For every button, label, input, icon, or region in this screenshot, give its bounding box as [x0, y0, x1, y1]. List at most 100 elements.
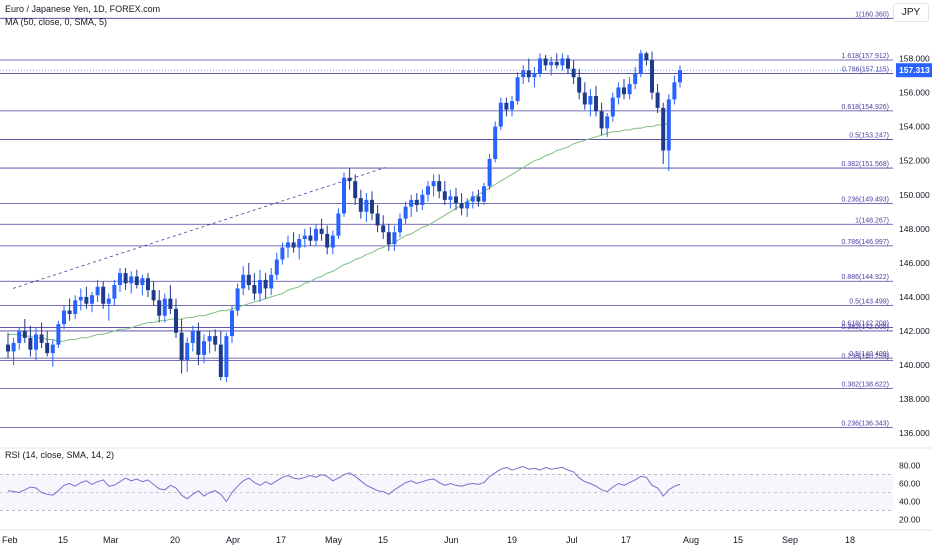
candle — [437, 174, 442, 199]
candle — [106, 293, 111, 321]
candle — [258, 269, 262, 303]
candle-body — [90, 295, 94, 304]
candle-body — [610, 97, 615, 117]
candle — [622, 78, 626, 100]
candle-body — [554, 61, 559, 66]
candle-body — [274, 259, 279, 275]
candle — [314, 223, 318, 246]
moving-average-layer — [8, 122, 669, 342]
candle-body — [566, 58, 570, 69]
candle — [274, 252, 279, 280]
candle — [364, 193, 369, 222]
x-tick-label: Mar — [103, 535, 119, 545]
candle-body — [28, 337, 33, 350]
rsi-line — [7, 465, 681, 503]
price-tick-label: 146.000 — [899, 258, 930, 268]
fib-label: 0.382(142.005) — [842, 324, 889, 331]
candle-body — [577, 77, 582, 93]
candle — [414, 193, 419, 212]
candle — [347, 167, 352, 190]
candle — [381, 215, 386, 240]
candle — [515, 72, 520, 105]
candle — [224, 332, 229, 383]
candle-body — [22, 331, 27, 338]
candle-body — [498, 102, 503, 127]
last-price-label: 157.313 — [899, 65, 930, 75]
candle-body — [678, 70, 682, 83]
x-tick-label: Apr — [226, 535, 240, 545]
candle — [644, 51, 649, 66]
fib-label: 0.786(146.997) — [842, 239, 889, 246]
candle-body — [291, 242, 296, 248]
candle-body — [549, 61, 554, 66]
candle — [84, 286, 89, 309]
candle — [482, 182, 486, 205]
candle-body — [465, 201, 470, 209]
candle-body — [375, 213, 380, 226]
candle-body — [202, 341, 206, 355]
price-tick-label: 148.000 — [899, 224, 930, 234]
fib-label: 0.382(151.568) — [842, 161, 889, 168]
candle-body — [588, 95, 593, 105]
candle — [190, 325, 195, 352]
rsi-legend: RSI (14, close, SMA, 14, 2) — [5, 450, 115, 460]
candle — [73, 295, 78, 320]
candle — [661, 102, 666, 165]
candle — [650, 51, 654, 100]
candle — [140, 274, 145, 296]
candle — [62, 305, 66, 330]
candle — [118, 267, 122, 292]
axes-layer: 158.000 156.000 154.000 152.000 150.000 148.0… — [0, 54, 932, 545]
ma-legend: MA (50, close, 0, SMA, 5) — [5, 17, 108, 27]
candle-body — [543, 58, 548, 66]
candle-body — [515, 77, 520, 102]
candle-body — [510, 101, 514, 110]
candle — [174, 298, 178, 338]
currency-button[interactable]: JPY — [893, 3, 929, 22]
candle-body — [286, 242, 290, 248]
x-tick-label: 15 — [733, 535, 743, 545]
candle-body — [560, 58, 565, 66]
candle — [358, 189, 363, 219]
candle — [67, 298, 72, 321]
candle-body — [582, 92, 587, 105]
candle — [582, 82, 587, 110]
candle — [196, 322, 201, 366]
price-tick-label: 156.000 — [899, 88, 930, 98]
price-tick-label: 158.000 — [899, 54, 930, 64]
candle — [6, 332, 10, 359]
candle — [246, 262, 251, 291]
candle — [510, 95, 514, 117]
candle-body — [263, 279, 268, 289]
candle-body — [207, 336, 212, 342]
candle — [554, 53, 559, 69]
candle-body — [571, 68, 576, 78]
candle — [470, 191, 475, 209]
candle — [633, 67, 638, 90]
candle-body — [101, 286, 106, 304]
x-tick-label: 19 — [507, 535, 517, 545]
candle — [185, 337, 190, 372]
candle-body — [409, 199, 414, 207]
candle — [560, 53, 565, 71]
candle-body — [50, 344, 55, 354]
candle-body — [437, 181, 442, 192]
candle-body — [633, 73, 638, 85]
candle — [302, 228, 307, 248]
candle — [392, 225, 397, 251]
candle-body — [73, 300, 78, 314]
rsi-tick-label: 20.00 — [899, 514, 921, 524]
candle-body — [11, 342, 16, 352]
candle — [454, 187, 458, 211]
rsi-tick-label: 40.00 — [899, 496, 921, 506]
candle-body — [39, 334, 44, 343]
candle — [672, 75, 677, 105]
candle-body — [319, 228, 324, 234]
candle — [218, 331, 223, 381]
fib-label: 1.618(157.912) — [842, 53, 889, 60]
candle-body — [146, 278, 150, 291]
x-tick-label: Sep — [782, 535, 798, 545]
candle-body — [118, 273, 122, 286]
candle-body — [364, 199, 369, 212]
